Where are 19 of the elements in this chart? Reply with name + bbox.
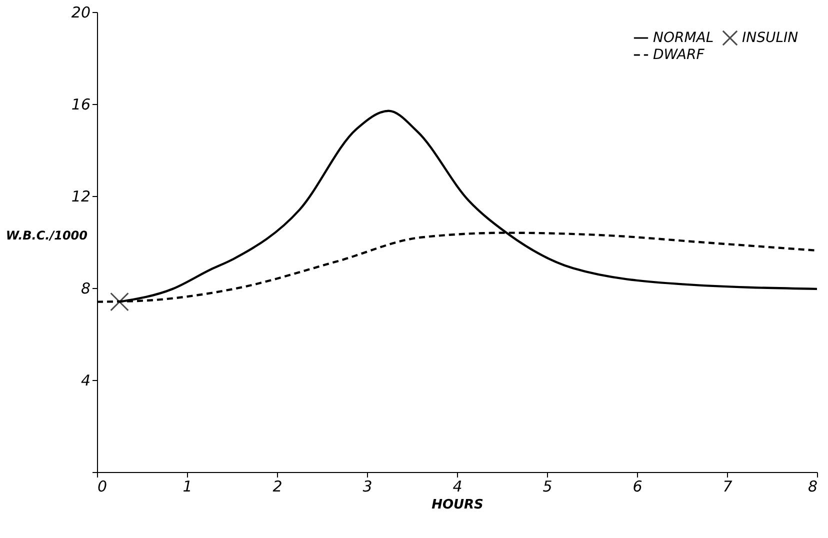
x-tick-label: 5 <box>542 478 552 496</box>
legend-label: DWARF <box>653 47 706 63</box>
x-tick-label: 3 <box>362 478 372 496</box>
y-tick-label: 16 <box>71 96 90 114</box>
y-tick-label: 4 <box>80 372 90 390</box>
x-tick-label: 6 <box>632 478 642 496</box>
x-tick-label: 7 <box>722 478 733 496</box>
x-axis-title: HOURS <box>432 498 484 512</box>
x-tick-label: 2 <box>272 478 282 496</box>
x-tick-label: 8 <box>808 478 818 496</box>
x-tick-label: 0 <box>98 478 108 496</box>
x-tick-label: 1 <box>182 478 192 496</box>
legend-label: NORMAL <box>653 30 714 46</box>
y-tick-label: 12 <box>71 188 90 206</box>
x-tick-label: 4 <box>452 478 462 496</box>
legend-label: INSULIN <box>742 30 799 46</box>
y-tick-label: 8 <box>80 280 90 298</box>
y-tick-label: 20 <box>71 4 90 22</box>
y-axis-title: W.B.C./1000 <box>6 228 88 242</box>
